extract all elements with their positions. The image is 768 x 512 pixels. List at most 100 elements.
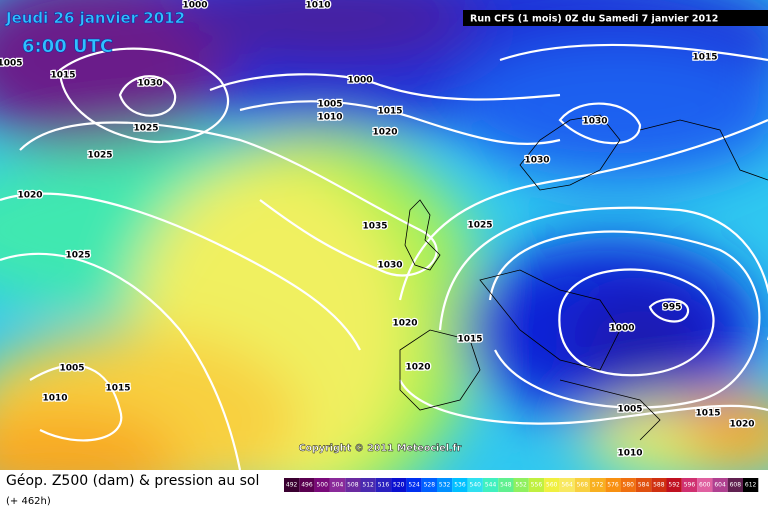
legend-value: 532 <box>439 482 451 489</box>
legend-value: 564 <box>561 482 573 489</box>
legend-swatch <box>452 478 468 492</box>
coastlines <box>399 114 768 441</box>
isobar-label: 1010 <box>317 113 342 123</box>
legend-swatch <box>651 478 667 492</box>
field-description: Géop. Z500 (dam) & pression au sol <box>6 473 259 489</box>
run-info: Run CFS (1 mois) 0Z du Samedi 7 janvier … <box>470 14 718 25</box>
isobar-label: 1000 <box>347 76 372 86</box>
legend-swatch <box>513 478 529 492</box>
legend-swatch <box>666 478 682 492</box>
legend-value: 596 <box>684 482 696 489</box>
legend-swatch <box>329 478 346 492</box>
isobar-label: 1030 <box>137 79 162 89</box>
isobars <box>0 43 768 470</box>
legend-value: 528 <box>424 482 436 489</box>
isobar-label: 1015 <box>457 335 482 345</box>
legend-swatch <box>727 478 743 492</box>
legend-swatch <box>314 478 330 492</box>
isobar-label: 1030 <box>377 261 402 271</box>
isobar-label: 1015 <box>692 53 717 63</box>
legend-swatch <box>498 478 514 492</box>
isobar-label: 1015 <box>105 384 130 394</box>
isobar-label: 1005 <box>59 364 84 374</box>
isobar-label: 1030 <box>524 156 549 166</box>
isobar-label: 1015 <box>377 107 402 117</box>
legend-swatch <box>345 478 361 492</box>
legend-value: 512 <box>362 482 374 489</box>
legend-value: 612 <box>745 482 757 489</box>
isobar-label: 1035 <box>362 222 387 232</box>
legend-swatch <box>635 478 652 492</box>
copyright: Copyright © 2011 Meteociel.fr <box>299 443 462 454</box>
legend-value: 600 <box>699 482 711 489</box>
legend-value: 500 <box>317 482 329 489</box>
legend-swatch <box>391 478 407 492</box>
legend-swatch <box>681 478 698 492</box>
isobar-label: 995 <box>663 303 682 313</box>
legend-swatch <box>528 478 545 492</box>
legend-value: 516 <box>378 482 390 489</box>
legend-value: 508 <box>347 482 359 489</box>
legend-value: 584 <box>638 482 650 489</box>
legend-swatch <box>375 478 392 492</box>
legend-value: 504 <box>332 482 344 489</box>
legend-value: 548 <box>500 482 512 489</box>
legend-value: 496 <box>301 482 313 489</box>
isobar-label: 1000 <box>609 324 634 334</box>
legend-swatch <box>574 478 590 492</box>
color-scale: 492 496 500 504 508 512 516 520 524 528 532 536 540 5… <box>284 478 759 492</box>
legend-value: 552 <box>515 482 527 489</box>
isobar-label: 1015 <box>50 71 75 81</box>
legend-swatch <box>360 478 376 492</box>
legend-value: 560 <box>546 482 558 489</box>
isobar-label: 1005 <box>317 100 342 110</box>
legend-swatch <box>544 478 560 492</box>
legend-value: 576 <box>607 482 619 489</box>
isobar-label: 1020 <box>405 363 430 373</box>
legend-value: 608 <box>730 482 742 489</box>
legend-value: 536 <box>454 482 466 489</box>
isobar-label: 1030 <box>582 117 607 127</box>
isobar-label: 1010 <box>617 449 642 459</box>
legend-value: 524 <box>408 482 420 489</box>
valid-time: 6:00 UTC <box>22 36 113 57</box>
legend-swatch <box>697 478 713 492</box>
legend-value: 592 <box>668 482 680 489</box>
legend-swatch <box>467 478 483 492</box>
isobar-label: 1020 <box>392 319 417 329</box>
legend-swatch <box>284 478 300 492</box>
legend-swatch <box>559 478 575 492</box>
legend-value: 604 <box>714 482 726 489</box>
isobar-label: 1025 <box>133 124 158 134</box>
legend-value: 520 <box>393 482 405 489</box>
legend-swatch <box>712 478 728 492</box>
valid-date: Jeudi 26 janvier 2012 <box>5 9 185 27</box>
legend-swatch <box>421 478 437 492</box>
isobar-label: 1010 <box>42 394 67 404</box>
lead-time: (+ 462h) <box>6 496 51 507</box>
run-info-box <box>463 10 768 26</box>
legend-value: 580 <box>623 482 635 489</box>
legend-swatch <box>620 478 636 492</box>
legend-value: 544 <box>485 482 497 489</box>
isobar-label: 1005 <box>0 59 23 69</box>
legend-value: 556 <box>531 482 543 489</box>
legend-value: 492 <box>286 482 298 489</box>
isobar-label: 1000 <box>182 1 207 11</box>
isobar-labels: 1000 1005 1010 1015 1030 1025 1025 1020 1025 1005… <box>0 0 756 460</box>
isobar-label: 1025 <box>87 151 112 161</box>
legend-swatch <box>590 478 606 492</box>
legend-value: 572 <box>592 482 604 489</box>
legend-swatch <box>605 478 621 492</box>
legend-swatch <box>743 478 759 492</box>
legend-swatch <box>437 478 453 492</box>
legend-value: 588 <box>653 482 665 489</box>
isobar-label: 1020 <box>17 191 42 201</box>
isobar-label: 1010 <box>305 1 330 11</box>
isobar-label: 1020 <box>729 420 754 430</box>
legend-swatch <box>299 478 315 492</box>
legend-swatch <box>406 478 422 492</box>
